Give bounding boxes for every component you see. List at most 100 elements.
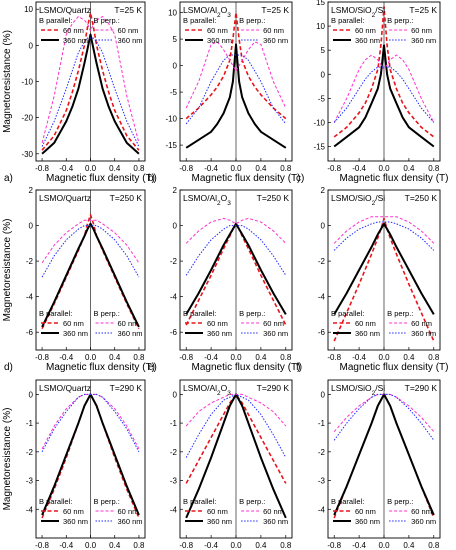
y-tick-label: -4 — [318, 293, 326, 302]
y-tick-label: -3 — [26, 477, 34, 486]
y-tick-label: 10 — [24, 5, 33, 14]
legend-item-label: 60 nm — [355, 319, 376, 328]
y-tick-label: -6 — [26, 328, 34, 337]
legend-item-label: 60 nm — [263, 26, 284, 35]
temperature-label: T=250 K — [110, 193, 143, 203]
chart-panel: -0.8 -0.4 0.0 0.4 0.8 -4 -3 -2 -1 0 LSMO/SiO2/Si T=… — [318, 379, 441, 550]
substrate-label: LSMO/Al2O3 — [183, 383, 231, 397]
temperature-label: T=290 K — [110, 383, 143, 393]
series-line-perp360 — [333, 66, 435, 123]
x-tick-label: -0.8 — [179, 164, 193, 173]
x-tick-label: 0.4 — [109, 164, 121, 173]
legend-parallel-title: B parallel: — [39, 497, 72, 506]
x-tick-label: -0.4 — [59, 541, 73, 550]
legend-parallel-title: B parallel: — [331, 309, 364, 318]
legend-item-label: 360 nm — [118, 517, 143, 526]
y-tick-label: 0 — [173, 222, 178, 231]
x-tick-label: 0.8 — [428, 164, 440, 173]
series-line-perp60 — [41, 219, 140, 264]
series-line-perp360 — [333, 221, 435, 251]
y-tick-label: 5 — [173, 35, 178, 44]
panel-letter: d) — [4, 362, 13, 373]
substrate-label: LSMO/Quartz — [39, 193, 91, 203]
series-line-par60 — [333, 217, 435, 342]
panel-letter: b) — [148, 173, 157, 184]
y-tick-label: -4 — [170, 505, 178, 514]
substrate-label: LSMO/SiO2/Si — [331, 193, 385, 207]
x-tick-label: 0.4 — [109, 353, 121, 362]
panel-letter: f) — [296, 362, 302, 373]
y-tick-label: -3 — [318, 477, 326, 486]
legend-item-label: 360 nm — [355, 329, 380, 338]
x-tick-label: 0.8 — [133, 541, 145, 550]
x-tick-label: 0.0 — [378, 164, 390, 173]
x-tick-label: 0.0 — [85, 353, 97, 362]
x-axis-label: Magnetic flux density (T) — [192, 362, 301, 373]
legend-item-label: 360 nm — [355, 36, 380, 45]
series-line-par360 — [185, 222, 287, 315]
legend-item-label: 360 nm — [63, 517, 88, 526]
legend-item-label: 360 nm — [263, 517, 288, 526]
x-tick-label: 0.4 — [403, 353, 415, 362]
substrate-label: LSMO/Quartz — [39, 5, 91, 15]
x-tick-label: -0.8 — [179, 541, 193, 550]
panel-letter: a) — [4, 173, 13, 184]
chart-panel: -0.8 -0.4 0.0 0.4 0.8 -4 -3 -2 -1 0 LSMO/Quartz T=2… — [26, 379, 146, 550]
series-line-perp60 — [185, 41, 287, 109]
series-line-par360 — [41, 222, 140, 328]
x-tick-label: 0.8 — [280, 353, 292, 362]
x-tick-label: -0.8 — [35, 353, 49, 362]
legend-item-label: 60 nm — [411, 26, 432, 35]
y-tick-label: 10 — [168, 9, 177, 18]
legend-item-label: 360 nm — [207, 517, 232, 526]
temperature-label: T=290 K — [257, 383, 290, 393]
y-tick-label: 0 — [29, 390, 34, 399]
y-tick-label: -2 — [26, 257, 34, 266]
legend-item-label: 60 nm — [207, 319, 228, 328]
series-line-perp60 — [41, 16, 140, 144]
temperature-label: T=25 K — [261, 5, 289, 15]
x-tick-label: -0.4 — [352, 164, 366, 173]
series-line-par60 — [333, 6, 435, 138]
legend-perp-title: B perp.: — [387, 497, 413, 506]
x-tick-label: -0.4 — [204, 164, 218, 173]
x-axis-label: Magnetic flux density (T) — [46, 173, 155, 184]
y-tick-label: 0 — [29, 222, 34, 231]
legend-item-label: 360 nm — [207, 329, 232, 338]
legend-parallel-title: B parallel: — [331, 497, 364, 506]
y-tick-label: -5 — [170, 88, 178, 97]
legend-item-label: 360 nm — [63, 329, 88, 338]
x-tick-label: 0.4 — [109, 541, 121, 550]
legend-parallel-title: B parallel: — [183, 16, 216, 25]
y-tick-label: -1 — [170, 419, 178, 428]
series-line-perp360 — [41, 37, 140, 147]
series-line-par360 — [41, 33, 140, 155]
legend-item-label: 60 nm — [263, 319, 284, 328]
legend-item-label: 60 nm — [207, 507, 228, 516]
chart-panel: -0.8 -0.4 0.0 0.4 0.8 -30 -20 -10 0 10 LSMO/Quartz… — [4, 1, 146, 184]
legend-item-label: 360 nm — [411, 517, 436, 526]
legend-item-label: 60 nm — [263, 507, 284, 516]
y-tick-label: -3 — [170, 477, 178, 486]
series-line-par360 — [185, 43, 287, 149]
y-tick-label: -4 — [26, 505, 34, 514]
x-tick-label: -0.4 — [204, 541, 218, 550]
y-axis-label: Magnetoresistance (%) — [2, 30, 13, 133]
substrate-label: LSMO/Quartz — [39, 383, 91, 393]
legend-parallel-title: B parallel: — [39, 16, 72, 25]
x-tick-label: -0.4 — [352, 541, 366, 550]
x-tick-label: -0.8 — [327, 353, 341, 362]
legend-item-label: 360 nm — [63, 36, 88, 45]
x-tick-label: 0.4 — [255, 541, 267, 550]
x-tick-label: -0.4 — [352, 353, 366, 362]
y-tick-label: -2 — [318, 257, 326, 266]
y-tick-label: -2 — [318, 448, 326, 457]
substrate-label: LSMO/Al2O3 — [183, 193, 231, 207]
y-tick-label: 0 — [321, 390, 326, 399]
x-axis-label: Magnetic flux density (T) — [340, 362, 449, 373]
x-tick-label: -0.4 — [59, 164, 73, 173]
legend-item-label: 360 nm — [118, 329, 143, 338]
y-tick-label: 5 — [321, 46, 326, 55]
legend-item-label: 60 nm — [411, 319, 432, 328]
y-tick-label: -5 — [318, 94, 326, 103]
